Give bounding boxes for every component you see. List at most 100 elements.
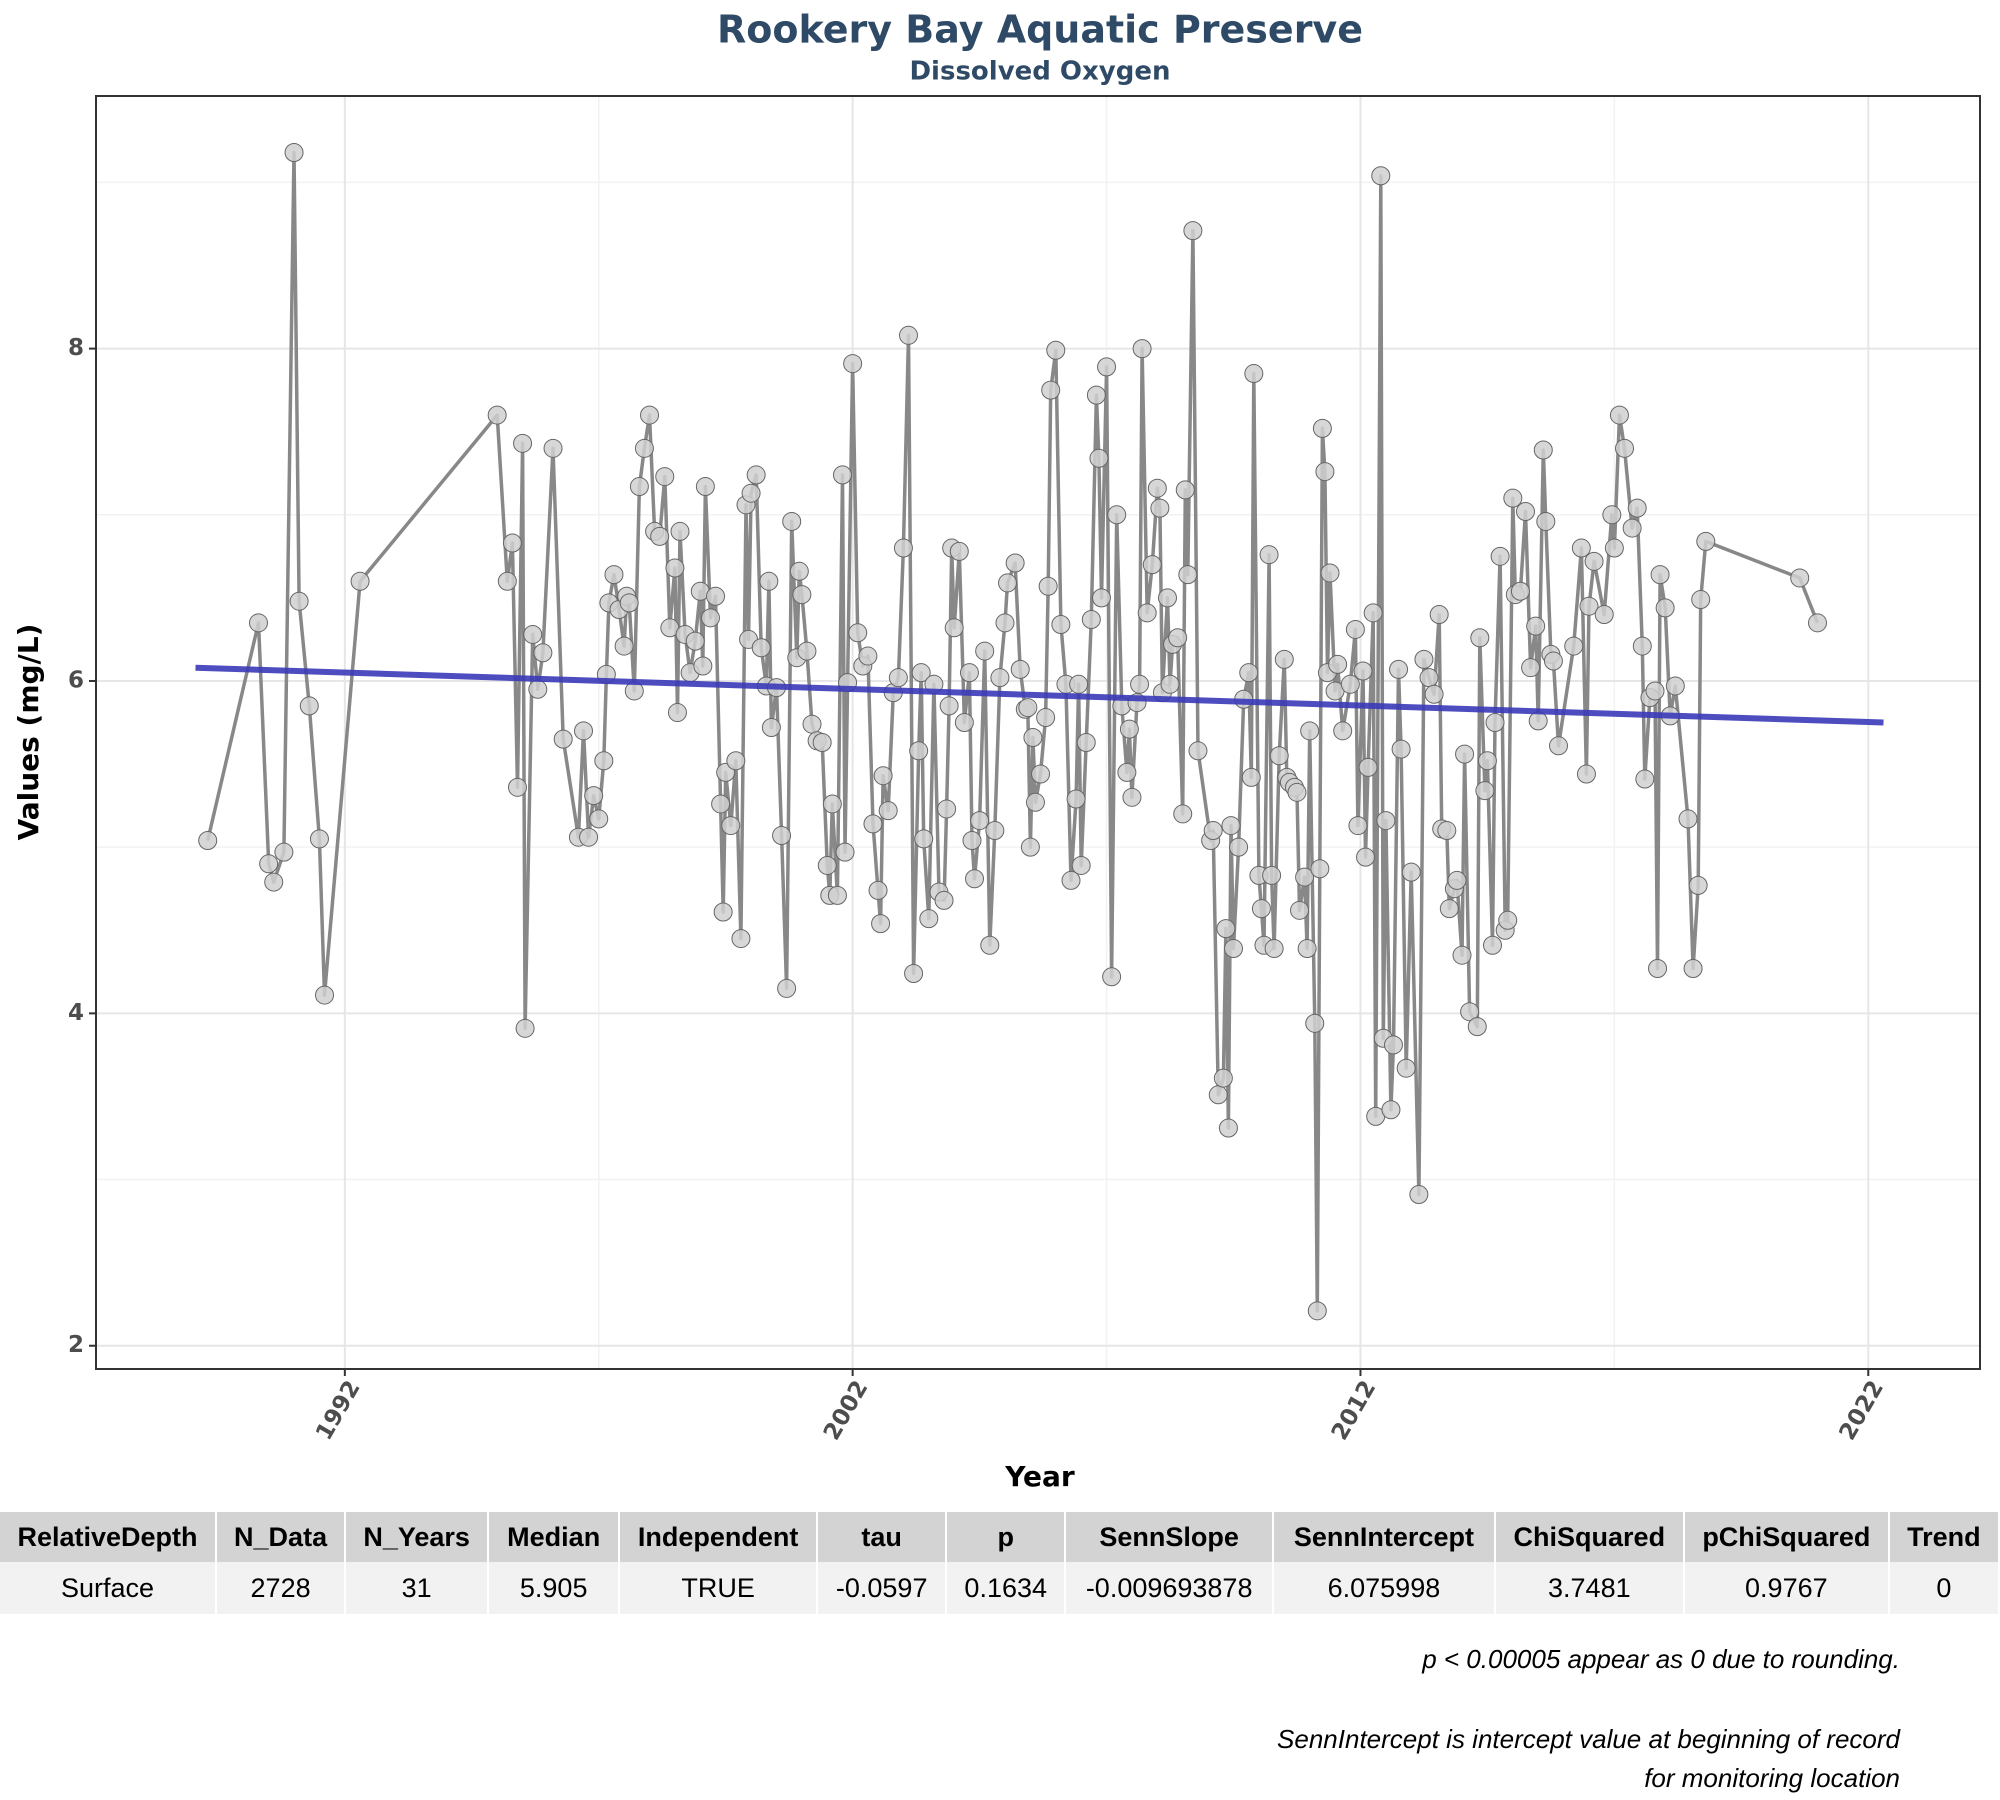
data-point <box>1348 816 1368 836</box>
data-point <box>1061 870 1081 890</box>
chart: Rookery Bay Aquatic Preserve Dissolved O… <box>12 8 1981 1493</box>
data-point <box>604 565 624 585</box>
data-point <box>574 721 594 741</box>
x-tick-label: 1992 <box>311 1376 366 1444</box>
data-point <box>1097 357 1117 377</box>
column-header: N_Years <box>345 1512 490 1562</box>
data-point <box>1533 440 1553 460</box>
data-point <box>1320 563 1340 583</box>
data-point <box>1790 568 1810 588</box>
data-point <box>1229 837 1249 857</box>
data-point <box>655 467 675 487</box>
data-point <box>759 571 779 591</box>
data-point <box>1081 609 1101 629</box>
data-point <box>1241 767 1261 787</box>
data-point <box>822 794 842 814</box>
data-point <box>1224 939 1244 959</box>
data-point <box>1300 721 1320 741</box>
data-point <box>1528 711 1548 731</box>
data-point <box>1333 721 1353 741</box>
data-point <box>1683 958 1703 978</box>
data-point <box>497 571 517 591</box>
data-point <box>533 643 553 663</box>
data-point <box>726 751 746 771</box>
data-point <box>1363 603 1383 623</box>
data-point <box>634 438 654 458</box>
data-point <box>985 821 1005 841</box>
data-point <box>1051 614 1071 634</box>
table-cell: 31 <box>345 1562 490 1614</box>
data-point <box>1615 438 1635 458</box>
data-point <box>584 786 604 806</box>
y-tick-label: 2 <box>68 1332 84 1358</box>
data-point <box>1564 636 1584 656</box>
data-point <box>1307 1301 1327 1321</box>
data-point <box>1269 746 1289 766</box>
chart-title: Rookery Bay Aquatic Preserve <box>717 8 1363 52</box>
data-point <box>1031 764 1051 784</box>
data-point <box>782 511 802 531</box>
table-cell: 3.7481 <box>1494 1562 1685 1614</box>
data-point <box>1345 619 1365 639</box>
data-point <box>1119 719 1139 739</box>
data-point <box>1089 448 1109 468</box>
data-point <box>914 829 934 849</box>
data-point <box>980 935 1000 955</box>
data-point <box>797 641 817 661</box>
data-point <box>1264 939 1284 959</box>
trend-line <box>195 664 1884 726</box>
data-point <box>1604 538 1624 558</box>
data-point <box>1391 739 1411 759</box>
data-point <box>899 325 919 345</box>
data-point <box>1571 538 1591 558</box>
data-point <box>1117 762 1137 782</box>
data-point <box>832 465 852 485</box>
data-point <box>1482 935 1502 955</box>
data-point <box>640 405 660 425</box>
data-point <box>789 561 809 581</box>
column-header: SennSlope <box>1065 1512 1275 1562</box>
data-point <box>1066 789 1086 809</box>
column-header: ChiSquared <box>1494 1512 1685 1562</box>
table-cell: 2728 <box>216 1562 347 1614</box>
stats-table: RelativeDepth N_Data N_Years Median Independ… <box>0 1512 2000 1614</box>
data-point <box>711 794 731 814</box>
data-point <box>1650 565 1670 585</box>
table-cell: -0.009693878 <box>1065 1562 1275 1614</box>
data-point <box>1688 875 1708 895</box>
note: p < 0.00005 appear as 0 due to rounding. <box>1422 1644 1900 1674</box>
data-point <box>1549 736 1569 756</box>
data-point <box>1409 1185 1429 1205</box>
data-point <box>1691 590 1711 610</box>
data-point <box>1069 674 1089 694</box>
y-axis-title: Values (mg/L) <box>12 624 45 841</box>
data-point <box>523 624 543 644</box>
data-point <box>1157 588 1177 608</box>
data-point <box>1665 676 1685 696</box>
data-point <box>1046 340 1066 360</box>
x-tick-label: 2012 <box>1327 1376 1382 1444</box>
data-point <box>1150 498 1170 518</box>
data-point <box>1036 708 1056 728</box>
y-tick-label: 8 <box>68 335 84 361</box>
data-point <box>1485 713 1505 733</box>
data-point <box>1018 698 1038 718</box>
data-point <box>1005 553 1025 573</box>
data-point <box>1315 462 1335 482</box>
data-point <box>1381 1100 1401 1120</box>
data-point <box>1356 847 1376 867</box>
data-point <box>579 827 599 847</box>
data-point <box>1175 480 1195 500</box>
data-point <box>1437 821 1457 841</box>
data-point <box>1122 787 1142 807</box>
column-header: SennIntercept <box>1273 1512 1496 1562</box>
data-point <box>868 880 888 900</box>
data-point <box>1287 782 1307 802</box>
data-point <box>741 483 761 503</box>
data-point <box>1490 546 1510 566</box>
data-point <box>1594 605 1614 625</box>
data-point <box>1132 339 1152 359</box>
data-point <box>1414 649 1434 669</box>
data-point <box>1696 531 1716 551</box>
